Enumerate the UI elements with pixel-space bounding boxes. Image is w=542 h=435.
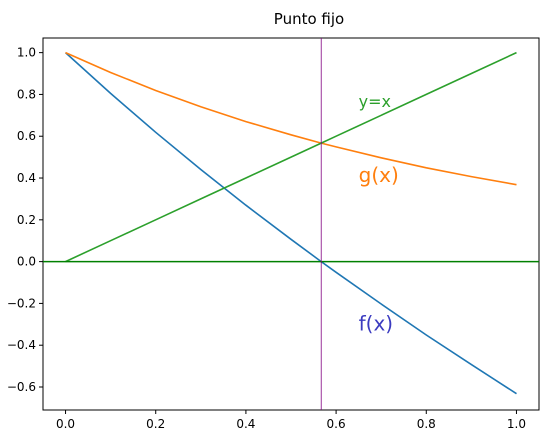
x-tick-label: 0.0: [56, 417, 75, 431]
y-tick-label: 0.8: [17, 87, 36, 101]
y-tick-label: 0.6: [17, 129, 36, 143]
annotation-label: g(x): [359, 163, 399, 187]
x-tick-label: 0.4: [236, 417, 255, 431]
plot-area: 0.0 0.2 0.4 0.6 0.8 1.0 −0.6 −0.4 −0.2 0.0 0.2 0.4 0…: [7, 37, 540, 431]
x-tick-label: 0.2: [146, 417, 165, 431]
chart-title: Punto fijo: [274, 10, 344, 28]
series-line-y: [65, 51, 517, 263]
y-tick-label: −0.6: [7, 380, 36, 394]
x-tick-label: 1.0: [507, 417, 526, 431]
series-line-f: [64, 52, 517, 395]
y-tick-label: −0.2: [7, 296, 36, 310]
y-tick-label: 0.4: [17, 171, 36, 185]
annotation-label: f(x): [359, 312, 393, 336]
annotation-label: y=x: [359, 92, 391, 111]
x-tick-label: 0.8: [417, 417, 436, 431]
y-tick-label: −0.4: [7, 338, 36, 352]
axes-frame: [42, 37, 540, 411]
y-tick-label: 0.2: [17, 213, 36, 227]
y-tick-label: 0.0: [17, 255, 36, 269]
y-tick-label: 1.0: [17, 46, 36, 60]
x-tick-label: 0.6: [327, 417, 346, 431]
series-line-g: [65, 51, 517, 186]
